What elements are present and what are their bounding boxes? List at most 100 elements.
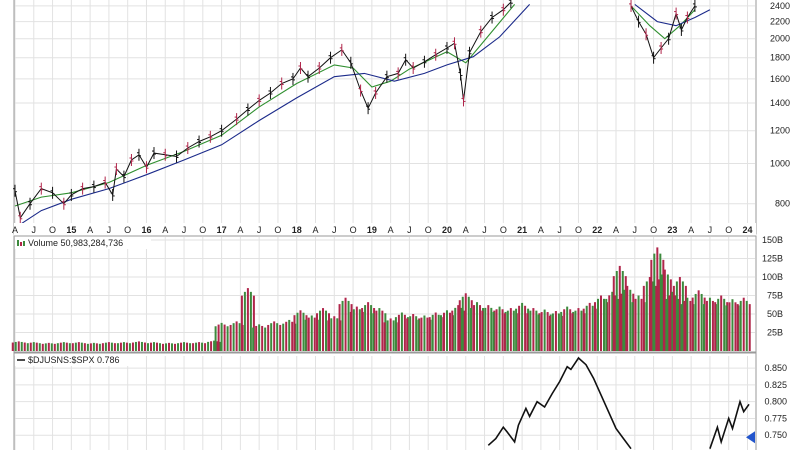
volume-bar [640,298,643,351]
volume-bar [717,298,720,351]
volume-bar [490,307,493,351]
volume-bar [526,313,529,351]
ratio-line [487,356,750,450]
volume-bar [551,313,554,351]
volume-bar [29,342,32,351]
volume-bar [577,308,580,351]
volume-bar [605,298,608,351]
volume-bar [207,341,210,351]
volume-bar [32,342,35,351]
volume-bar [445,310,448,351]
volume-bar [660,274,663,351]
volume-bar [279,324,282,351]
x-tick-label: A [463,225,469,235]
price-tick-label: 2000 [770,34,790,44]
volume-bar [261,325,264,351]
volume-bar [252,327,255,351]
x-axis-strip [14,223,756,235]
volume-bars [11,247,751,351]
volume-bar [624,276,627,351]
volume-bar [68,343,71,351]
volume-bar [671,291,674,351]
volume-bar [731,299,734,351]
volume-bar [383,322,386,351]
volume-bar [518,305,521,351]
volume-bar [77,342,80,351]
volume-bar [659,253,662,351]
price-panel [13,0,757,235]
x-tick-label: 16 [141,225,151,235]
volume-bar [249,291,252,351]
volume-bar [352,309,355,351]
volume-bar [403,314,406,351]
volume-bar [128,343,131,351]
x-tick-label: O [49,225,56,235]
x-tick-label: A [312,225,318,235]
volume-bar [291,321,294,351]
volume-bar [540,312,543,351]
volume-bar [122,342,125,351]
volume-bar [428,317,431,351]
ratio-y-axis: 0.750 0.775 0.800 0.825 0.850 [764,363,787,440]
volume-bar [412,314,415,351]
volume-bar [481,310,484,351]
volume-bar [492,311,495,351]
volume-bar [238,323,241,351]
volume-bar [503,313,506,351]
volume-bar [367,302,370,351]
volume-bar [612,276,615,351]
volume-bar [232,323,235,351]
volume-bar [463,310,466,351]
volume-bar [152,342,155,351]
volume-bar [80,342,83,351]
volume-bar [668,295,671,351]
x-tick-label: A [613,225,619,235]
volume-bar [714,302,717,351]
volume-bar [38,343,41,351]
volume-bar [252,295,255,351]
volume-legend: Volume 50,983,284,736 [15,237,151,249]
volume-bar [282,323,285,351]
volume-bar [461,296,464,351]
volume-bar [602,298,605,351]
volume-bar [675,281,678,351]
volume-bar [270,323,273,351]
x-tick-label: J [407,225,412,235]
volume-bar [582,308,585,351]
volume-bar [426,317,429,351]
volume-bar [50,343,53,351]
volume-bar [258,324,261,351]
volume-bar [666,274,669,351]
volume-bar [557,313,560,351]
volume-bar [325,310,328,351]
volume-bar [420,317,423,351]
volume-bar [674,295,677,351]
volume-bar [509,308,512,351]
volume-bar [240,295,243,351]
volume-bar [389,318,392,351]
price-tick-label: 1200 [770,126,790,136]
volume-bar [119,342,122,351]
volume-bar [110,342,113,351]
volume-bar [648,277,651,351]
volume-bar [330,318,333,351]
volume-bar [626,285,629,351]
volume-bar [162,343,165,351]
volume-bar [620,293,623,351]
x-tick-label: 19 [367,225,377,235]
volume-bar [59,342,62,351]
ratio-tick-label: 0.800 [764,397,787,407]
volume-bar [14,341,17,351]
volume-bar [140,341,143,351]
volume-bar [86,343,89,351]
volume-bar [223,324,226,351]
volume-bar [723,298,726,351]
volume-bar [56,343,59,351]
volume-bar [302,312,305,351]
volume-bar [246,288,249,351]
x-tick-label: J [708,225,713,235]
volume-bar [439,315,442,351]
volume-bar [186,342,189,351]
volume-bar [645,281,648,351]
volume-bar [47,342,50,351]
